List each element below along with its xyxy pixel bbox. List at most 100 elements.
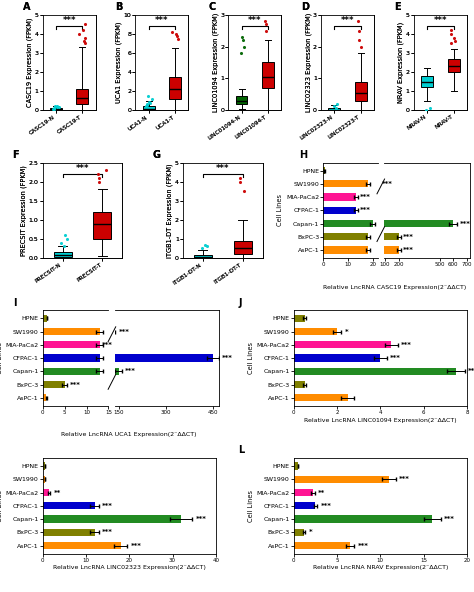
PathPatch shape [328,108,340,110]
Y-axis label: UCA1 Expression (FPKM): UCA1 Expression (FPKM) [116,22,122,103]
Bar [71,341,97,349]
Point [142,102,150,111]
Text: Relative LncRNA CASC19 Expression(2⁻ΔΔCT): Relative LncRNA CASC19 Expression(2⁻ΔΔCT… [323,285,467,289]
PathPatch shape [262,63,274,88]
Bar [43,502,95,510]
Point [451,37,459,46]
PathPatch shape [169,77,181,99]
Bar [71,368,118,375]
Point [203,242,211,251]
Point [50,104,57,113]
Text: *: * [309,529,312,535]
Bar [323,194,356,201]
Text: ***: *** [390,355,401,361]
Y-axis label: Cell Lines: Cell Lines [0,490,2,522]
Text: A: A [22,2,30,12]
Point [447,38,455,48]
Point [198,244,206,253]
Text: ***: *** [70,381,81,388]
Text: ***: *** [434,17,447,25]
Text: ***: *** [320,503,331,509]
Bar [294,368,456,375]
Bar [43,529,95,536]
Point [241,42,248,52]
Point [333,99,341,109]
PathPatch shape [328,108,340,110]
Point [330,102,337,111]
Text: Relative LncRNA UCA1 Expression(2⁻ΔΔCT): Relative LncRNA UCA1 Expression(2⁻ΔΔCT) [62,432,197,437]
Text: ***: *** [130,543,141,549]
Text: ***: *** [403,234,414,240]
PathPatch shape [54,252,72,257]
Point [55,102,63,112]
Point [95,177,103,186]
Y-axis label: NRAV Expression (FPKM): NRAV Expression (FPKM) [398,22,404,103]
Bar [323,207,356,214]
Point [102,166,110,175]
PathPatch shape [93,212,111,239]
Bar [294,341,391,349]
Y-axis label: Cell Lines: Cell Lines [248,490,254,522]
Point [201,240,209,249]
Point [95,173,103,182]
Text: ***: *** [401,342,412,348]
Point [355,36,363,45]
Point [80,37,88,46]
Bar [43,394,46,401]
Text: ***: *** [216,164,229,173]
Point [238,33,246,42]
Point [203,242,211,251]
Point [50,104,57,113]
Point [332,103,339,112]
Bar [71,328,112,335]
Point [447,29,455,38]
Y-axis label: Cell Lines: Cell Lines [248,342,254,374]
Point [146,97,153,107]
Point [94,169,102,179]
PathPatch shape [143,107,155,110]
PathPatch shape [76,89,88,104]
Point [173,31,180,40]
Point [146,98,154,107]
Point [50,104,57,113]
Text: ***: *** [76,164,89,173]
Bar [323,167,325,174]
PathPatch shape [54,252,72,257]
Text: B: B [115,2,123,12]
Text: **: ** [54,490,61,496]
Y-axis label: LINC02323 Expression (FPKM): LINC02323 Expression (FPKM) [305,13,311,112]
Text: ***: *** [382,181,392,187]
Y-axis label: ITGB1-DT Expression (FPKM): ITGB1-DT Expression (FPKM) [167,163,173,258]
X-axis label: Relative LncRNA LINC01094 Expression(2⁻ΔΔCT): Relative LncRNA LINC01094 Expression(2⁻Δ… [304,418,456,423]
Bar [294,516,432,523]
PathPatch shape [236,96,247,104]
Point [237,48,245,57]
Point [49,104,57,114]
Text: ***: *** [400,477,410,482]
Point [201,240,209,249]
Point [426,104,434,113]
Point [240,186,247,196]
Point [236,177,243,186]
Bar [43,489,49,496]
Text: ***: *** [434,17,447,25]
Text: ***: *** [118,329,129,334]
Point [447,25,455,35]
Bar [294,394,348,401]
PathPatch shape [93,212,111,239]
Text: ***: *** [155,17,169,25]
Point [144,91,152,101]
Point [143,99,150,109]
Y-axis label: Cell Lines: Cell Lines [0,342,2,374]
Point [354,17,362,26]
Y-axis label: Cell Lines: Cell Lines [277,194,283,226]
Text: ***: *** [360,207,371,213]
PathPatch shape [143,107,155,110]
Point [239,36,247,45]
Bar [294,529,304,536]
Point [236,173,243,182]
Point [262,17,269,26]
Text: G: G [153,150,161,160]
Text: L: L [238,445,245,455]
Point [61,230,69,240]
